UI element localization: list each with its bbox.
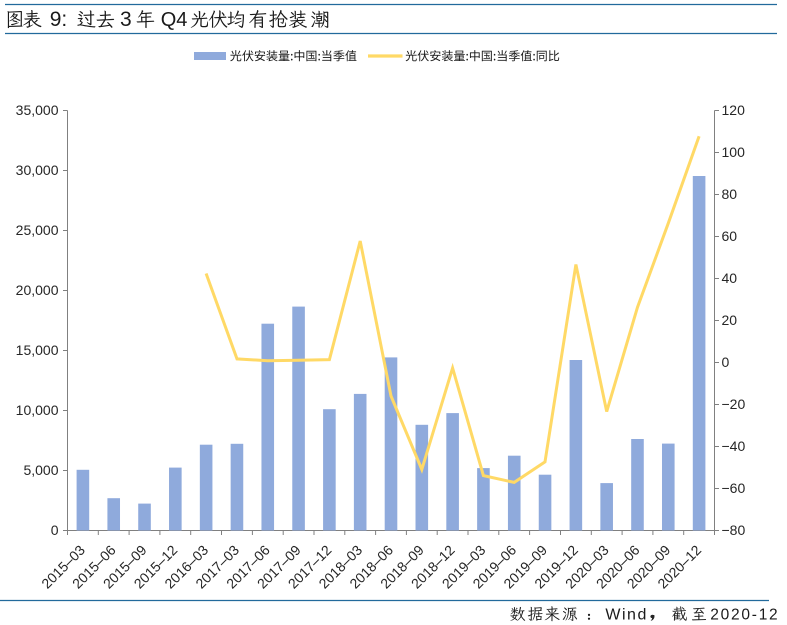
svg-text:−60: −60 — [722, 480, 746, 496]
svg-text:100: 100 — [722, 144, 746, 160]
svg-text:2020-12: 2020-12 — [710, 607, 779, 624]
svg-text:−40: −40 — [722, 438, 746, 454]
svg-text:80: 80 — [722, 186, 738, 202]
svg-text:35,000: 35,000 — [16, 102, 59, 118]
svg-text:20: 20 — [722, 312, 738, 328]
svg-text:−80: −80 — [722, 522, 746, 538]
svg-text:3: 3 — [120, 8, 132, 31]
svg-text:25,000: 25,000 — [16, 222, 59, 238]
svg-text:10,000: 10,000 — [16, 402, 59, 418]
svg-text:60: 60 — [722, 228, 738, 244]
svg-text:15,000: 15,000 — [16, 342, 59, 358]
svg-text:9:: 9: — [50, 8, 68, 31]
svg-text:Wind: Wind — [605, 607, 647, 624]
svg-text:20,000: 20,000 — [16, 282, 59, 298]
svg-text:120: 120 — [722, 102, 746, 118]
svg-text:5,000: 5,000 — [23, 462, 58, 478]
svg-text:0: 0 — [722, 354, 730, 370]
svg-text:−20: −20 — [722, 396, 746, 412]
svg-text:0: 0 — [51, 522, 59, 538]
svg-text:30,000: 30,000 — [16, 162, 59, 178]
svg-text:Q4: Q4 — [161, 9, 188, 31]
svg-text:40: 40 — [722, 270, 738, 286]
